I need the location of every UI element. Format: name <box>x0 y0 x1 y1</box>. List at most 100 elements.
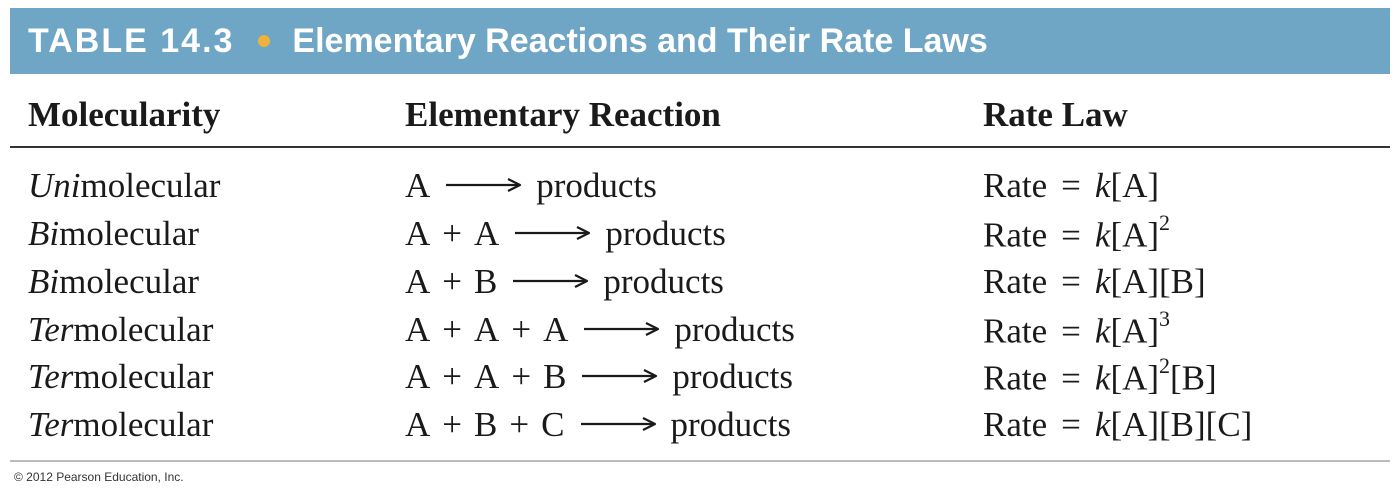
rate-constant: k <box>1094 166 1111 205</box>
reaction-arrow-icon <box>446 177 522 192</box>
rate-label: Rate <box>983 405 1048 444</box>
molecularity-suffix: molecular <box>73 357 214 396</box>
molecularity-prefix: Uni <box>28 166 81 205</box>
reaction-arrow-icon <box>582 368 658 383</box>
product-label: products <box>672 357 793 396</box>
rate-constant: k <box>1094 262 1111 301</box>
reactant-species: A <box>474 214 500 253</box>
plus-sign: + <box>442 357 463 396</box>
reaction-order-exponent: 2 <box>1159 353 1171 378</box>
molecularity-cell: Bimolecular <box>28 214 199 254</box>
rate-label: Rate <box>983 215 1048 255</box>
concentration-expression: [A][B] <box>1110 262 1206 301</box>
header-divider <box>10 146 1390 148</box>
rate-label: Rate <box>983 358 1048 398</box>
reaction-arrow-icon <box>515 225 591 240</box>
rate-law-cell: Rate = k[A] <box>983 166 1159 206</box>
reaction-order-exponent: 3 <box>1159 306 1171 331</box>
molecularity-cell: Bimolecular <box>28 262 199 302</box>
molecularity-prefix: Ter <box>28 310 74 349</box>
plus-sign: + <box>509 405 530 444</box>
rate-constant: k <box>1094 405 1111 444</box>
molecularity-cell: Termolecular <box>28 357 213 397</box>
reactant-species: A <box>474 310 500 349</box>
reaction-arrow-icon <box>513 273 589 288</box>
product-label: products <box>605 214 726 253</box>
reaction-arrow-icon <box>580 416 656 431</box>
reactant-species: B <box>474 262 498 301</box>
reactant-species: A <box>474 357 500 396</box>
reactant-species: A <box>405 357 431 396</box>
column-header-rate-law: Rate Law <box>983 95 1128 134</box>
concentration-expression: [A][B][C] <box>1110 405 1253 444</box>
rate-label: Rate <box>983 166 1048 205</box>
table-header-band: TABLE 14.3 Elementary Reactions and Thei… <box>10 8 1390 74</box>
table-bottom-divider <box>10 460 1390 462</box>
product-label: products <box>536 166 657 205</box>
molecularity-prefix: Ter <box>28 357 74 396</box>
product-label: products <box>603 262 724 301</box>
equals-sign: = <box>1061 262 1081 301</box>
reactant-species: B <box>474 405 498 444</box>
molecularity-suffix: molecular <box>59 214 200 253</box>
rate-law-cell: Rate = k[A]3 <box>983 306 1170 352</box>
column-header-molecularity: Molecularity <box>28 95 221 134</box>
reactant-species: A <box>405 214 431 253</box>
molecularity-suffix: molecular <box>73 405 214 444</box>
reaction-arrow-icon <box>584 321 660 336</box>
molecularity-prefix: Bi <box>28 214 60 253</box>
copyright-notice: © 2012 Pearson Education, Inc. <box>14 470 184 484</box>
molecularity-cell: Unimolecular <box>28 166 220 206</box>
plus-sign: + <box>442 405 463 444</box>
reactant-species: A <box>405 405 431 444</box>
molecularity-cell: Termolecular <box>28 310 213 350</box>
molecularity-suffix: molecular <box>73 310 214 349</box>
product-label: products <box>674 310 795 349</box>
plus-sign: + <box>442 214 463 253</box>
equals-sign: = <box>1061 215 1081 255</box>
plus-sign: + <box>511 310 532 349</box>
molecularity-suffix: molecular <box>59 262 200 301</box>
concentration-expression: [A] <box>1110 215 1160 255</box>
plus-sign: + <box>511 357 532 396</box>
reactant-species: B <box>543 357 567 396</box>
molecularity-cell: Termolecular <box>28 405 213 445</box>
rate-constant: k <box>1094 311 1111 351</box>
concentration-expression: [A] <box>1110 311 1160 351</box>
table-title: Elementary Reactions and Their Rate Laws <box>292 21 988 60</box>
rate-constant: k <box>1094 215 1111 255</box>
reactant-species: A <box>405 262 431 301</box>
reactant-species: A <box>405 166 431 205</box>
bullet-dot-icon <box>258 35 271 47</box>
product-label: products <box>670 405 792 444</box>
equals-sign: = <box>1061 405 1081 444</box>
rate-law-cell: Rate = k[A][B][C] <box>983 405 1252 445</box>
rate-law-cell: Rate = k[A]2 <box>983 210 1170 256</box>
reactant-species: C <box>541 405 565 444</box>
rate-law-cell: Rate = k[A][B] <box>983 262 1206 302</box>
equals-sign: = <box>1061 311 1081 351</box>
equals-sign: = <box>1061 358 1081 398</box>
concentration-expression: [A] <box>1110 166 1160 205</box>
rate-constant: k <box>1094 358 1111 398</box>
molecularity-prefix: Ter <box>28 405 74 444</box>
reactant-species: A <box>543 310 569 349</box>
plus-sign: + <box>442 310 463 349</box>
rate-label: Rate <box>983 311 1048 351</box>
molecularity-suffix: molecular <box>80 166 221 205</box>
reactant-species: A <box>405 310 431 349</box>
rate-label: Rate <box>983 262 1048 301</box>
plus-sign: + <box>442 262 463 301</box>
